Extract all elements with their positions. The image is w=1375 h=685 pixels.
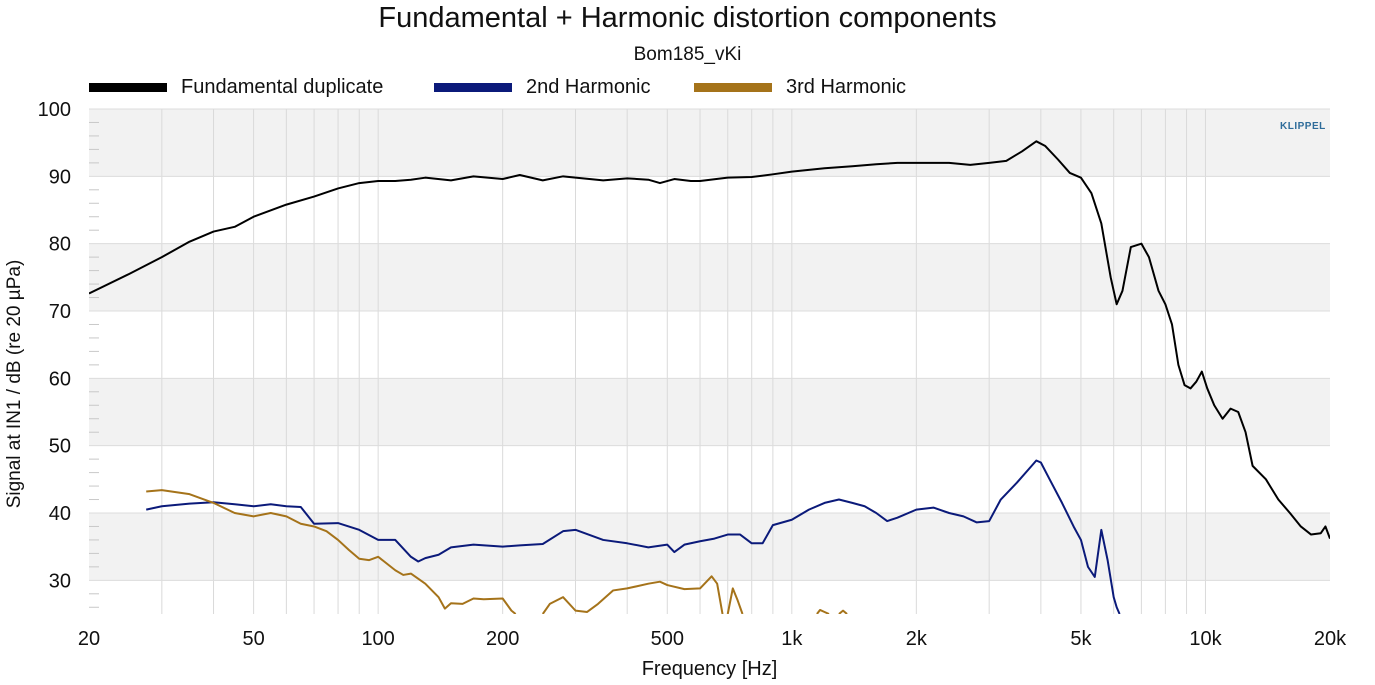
grid-band	[89, 580, 1330, 614]
y-tick-label: 80	[49, 234, 71, 256]
series-line-3rd-harmonic	[816, 608, 830, 614]
series-line-fundamental-duplicate	[89, 140, 1330, 539]
x-tick-label: 200	[486, 628, 519, 650]
x-tick-label: 50	[242, 628, 264, 650]
chart-title: Fundamental + Harmonic distortion compon…	[378, 2, 997, 34]
x-tick-label: 100	[361, 628, 394, 650]
legend-swatch-fundamental	[89, 83, 167, 92]
legend-label-3rd-harmonic: 3rd Harmonic	[786, 76, 907, 98]
legend: Fundamental duplicate 2nd Harmonic 3rd H…	[0, 76, 1375, 102]
legend-item-3rd-harmonic: 3rd Harmonic	[694, 76, 906, 99]
legend-swatch-2nd-harmonic	[434, 83, 512, 92]
legend-label-fundamental: Fundamental duplicate	[181, 76, 384, 98]
x-tick-label: 2k	[906, 628, 928, 650]
series-line-3rd-harmonic	[838, 609, 848, 614]
series-line-3rd-harmonic	[541, 575, 724, 614]
x-tick-label: 20k	[1314, 628, 1347, 650]
series-line-3rd-harmonic	[726, 587, 744, 614]
x-tick-label: 1k	[781, 628, 803, 650]
grid-band	[89, 513, 1330, 581]
y-tick-label: 100	[38, 99, 71, 121]
klippel-logo: KLIPPEL	[1280, 121, 1326, 132]
x-tick-label: 10k	[1189, 628, 1222, 650]
legend-item-fundamental: Fundamental duplicate	[89, 76, 383, 99]
y-tick-label: 70	[49, 301, 71, 323]
x-tick-label: 5k	[1070, 628, 1092, 650]
legend-item-2nd-harmonic: 2nd Harmonic	[434, 76, 651, 99]
x-tick-label: 20	[78, 628, 100, 650]
grid-band	[89, 378, 1330, 446]
chart-subtitle: Bom185_vKi	[633, 44, 742, 65]
legend-label-2nd-harmonic: 2nd Harmonic	[526, 76, 651, 98]
grid-band	[89, 243, 1330, 311]
x-tick-label: 500	[651, 628, 684, 650]
series-line-3rd-harmonic	[146, 489, 517, 614]
series-line-2nd-harmonic	[145, 459, 1121, 614]
y-tick-label: 50	[49, 436, 71, 458]
grid-band	[89, 109, 1330, 177]
y-tick-label: 90	[49, 166, 71, 188]
x-axis-label: Frequency [Hz]	[641, 658, 778, 680]
legend-swatch-3rd-harmonic	[694, 83, 772, 92]
y-tick-label: 40	[49, 503, 71, 525]
y-tick-label: 60	[49, 368, 71, 390]
y-tick-label: 30	[49, 570, 71, 592]
